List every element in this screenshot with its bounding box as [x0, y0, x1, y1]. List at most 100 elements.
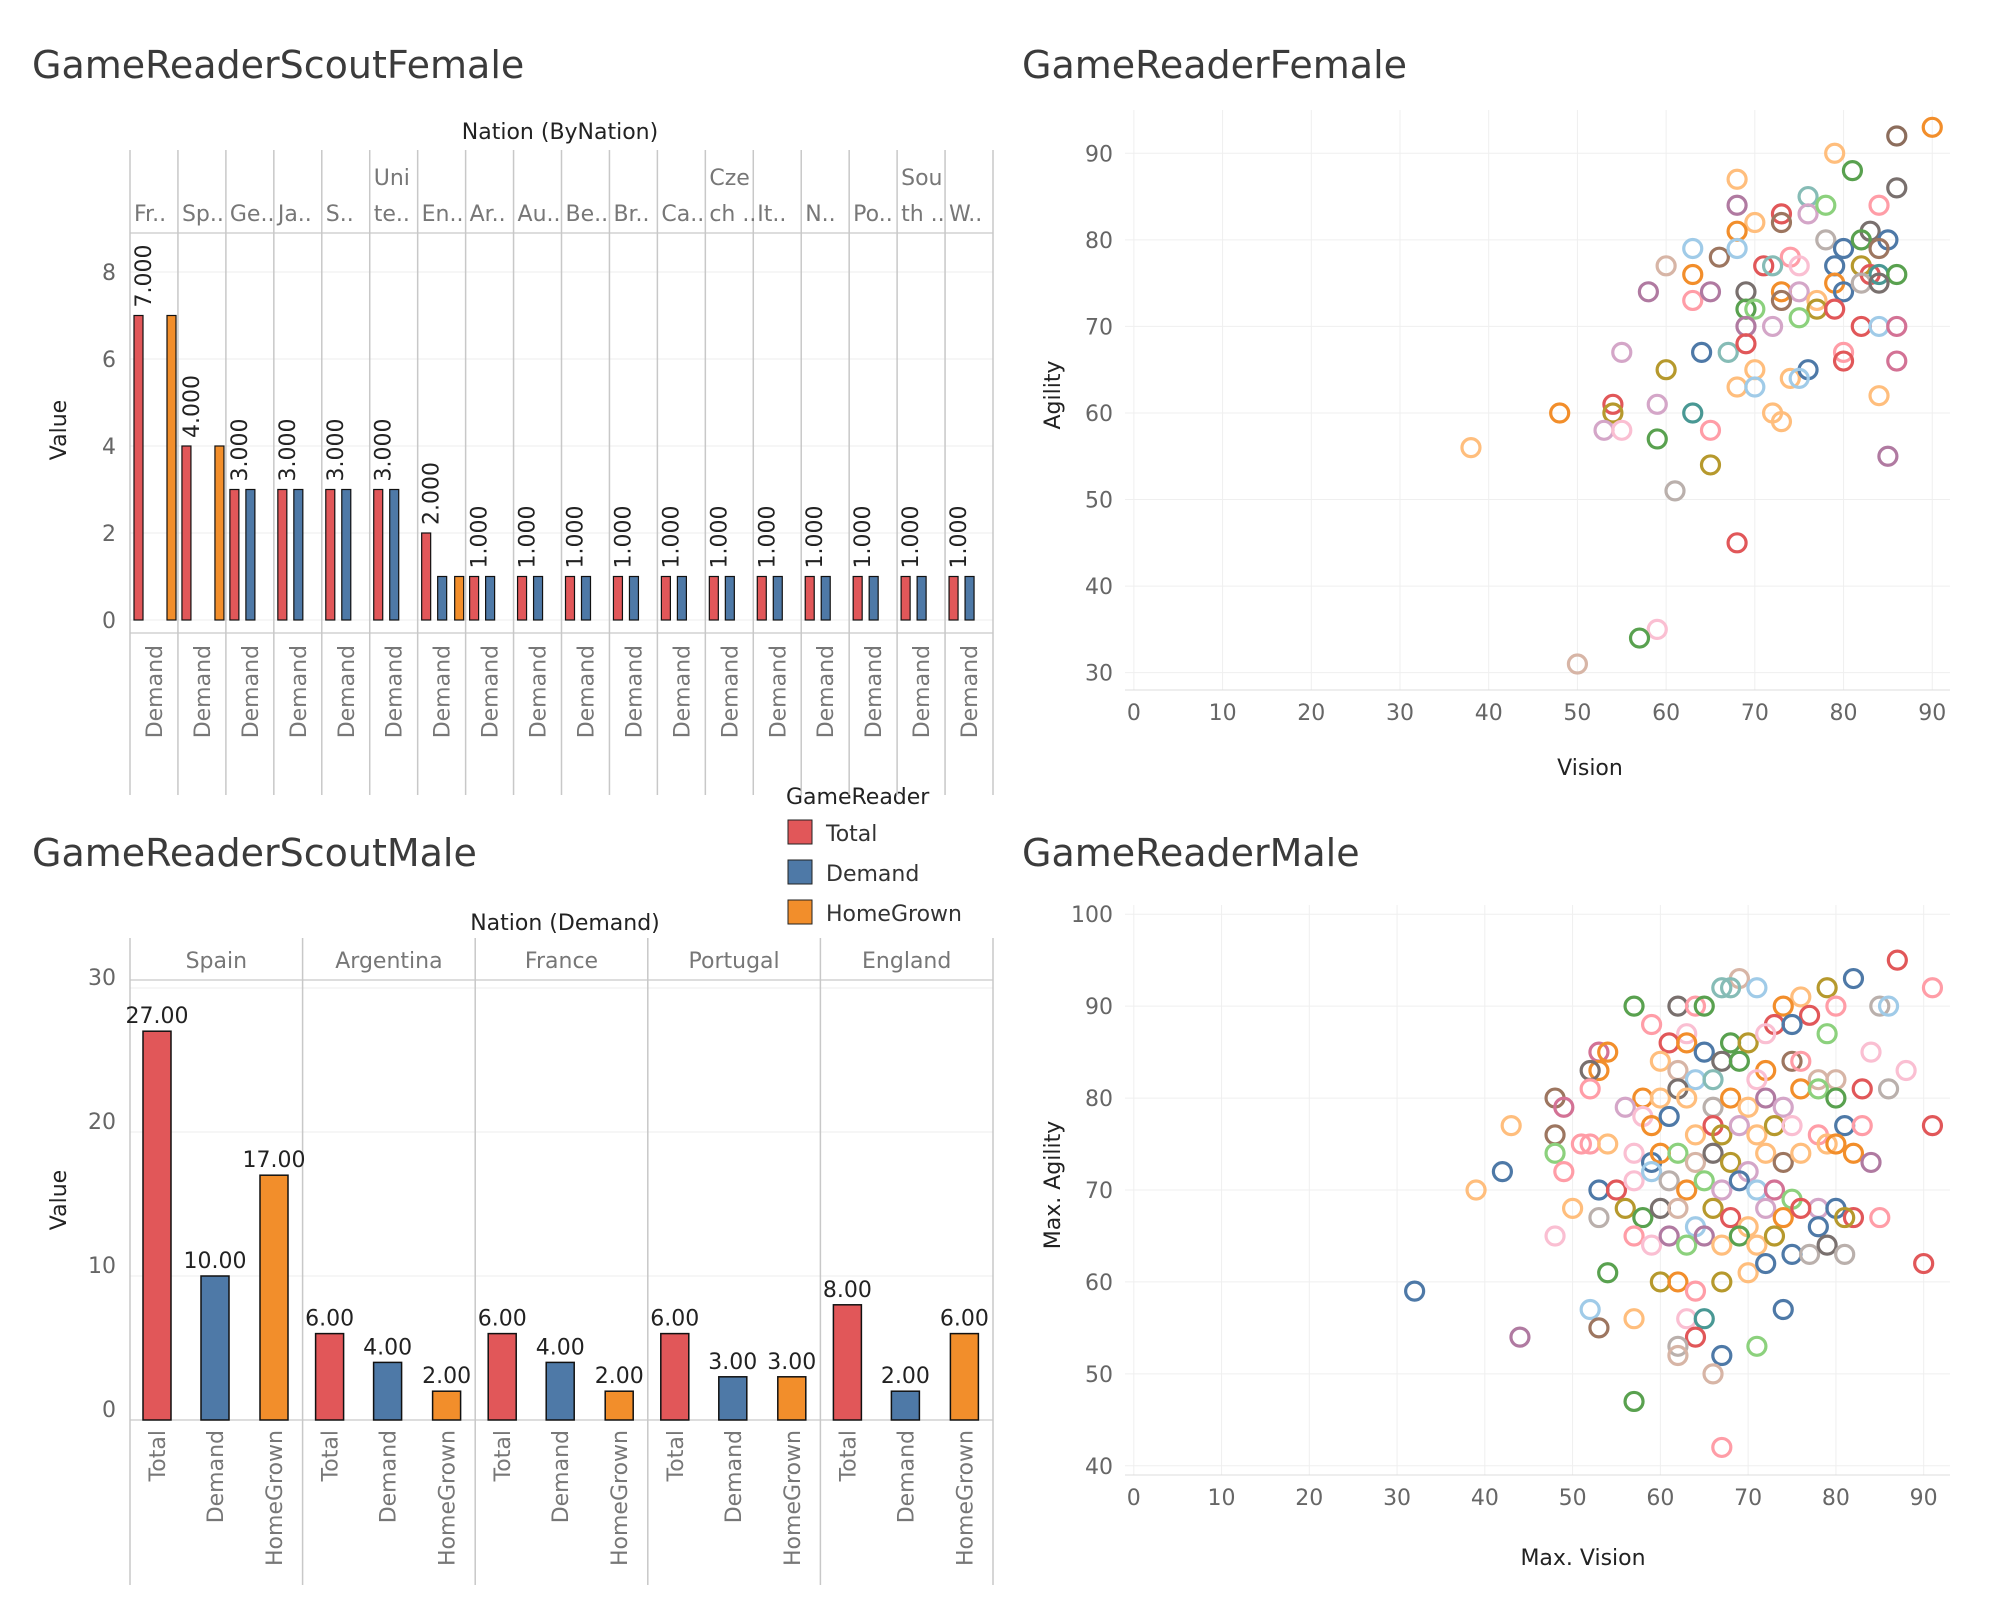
male-scatter-point	[1588, 1317, 1610, 1339]
scout-male-x-category-label: Demand	[549, 1430, 574, 1523]
male-scatter-point	[1755, 1023, 1777, 1045]
scout-female-bar-total	[373, 488, 384, 621]
scout-female-bar-total	[564, 575, 576, 621]
female-scatter-point	[1691, 341, 1713, 363]
scout-female-nation-label: Uni	[374, 166, 410, 191]
male-scatter-point	[1825, 1087, 1847, 1109]
scout-female-nation-label: Ja..	[276, 202, 312, 227]
male-scatter-point	[1649, 1050, 1671, 1072]
scout-female-bar-demand	[437, 575, 448, 621]
male-scatter-point	[1684, 1124, 1707, 1146]
scout-female-data-label: 1.000	[611, 506, 636, 569]
scout-female-header: Nation (ByNation)	[462, 120, 658, 145]
male-scatter-point	[1711, 1124, 1733, 1146]
male-scatter-point	[1763, 1225, 1786, 1247]
scout-male-bar-total	[142, 1030, 172, 1421]
female-scatter-point	[1664, 480, 1686, 502]
male-scatter-x-tick: 30	[1383, 1486, 1411, 1511]
male-scatter-point	[1834, 1243, 1856, 1265]
male-scatter-point	[1772, 1096, 1794, 1118]
scout-female-x-category-label: Demand	[910, 645, 935, 738]
scout-male-x-category-label: HomeGrown	[436, 1430, 461, 1566]
male-scatter-point	[1702, 1197, 1724, 1219]
male-scatter-point	[1711, 1234, 1733, 1256]
male-scatter-point	[1798, 1004, 1821, 1026]
scout-female-bar-total	[804, 575, 815, 621]
male-scatter-point	[1667, 1059, 1689, 1082]
scout-female-bar-demand	[532, 575, 544, 621]
male-scatter-point	[1842, 967, 1865, 990]
female-scatter-point	[1788, 307, 1810, 329]
male-scatter-point	[1719, 1087, 1742, 1109]
scout-male-data-label: 10.00	[184, 1249, 247, 1274]
female-scatter-y-axis-label: Agility	[1041, 361, 1066, 430]
male-scatter-point	[1825, 1133, 1847, 1155]
scout-female-x-category-label: Demand	[862, 645, 887, 738]
scout-female-bar-demand	[724, 575, 735, 621]
male-scatter-point	[1404, 1280, 1426, 1302]
male-scatter-point	[1851, 1115, 1873, 1137]
scout-male-x-category-label: HomeGrown	[608, 1430, 633, 1566]
male-scatter-chart: 0 10 20 30 40 50 60 70 80 90 40 50 60 70 80 90 100	[1071, 903, 1950, 1511]
male-scatter-point	[1597, 1262, 1619, 1284]
female-scatter-y-tick: 60	[1085, 402, 1113, 427]
scout-male-bar-demand	[545, 1361, 575, 1421]
male-scatter-point	[1693, 1308, 1715, 1330]
female-scatter-point	[1611, 419, 1633, 441]
male-scatter-point	[1684, 995, 1707, 1017]
male-scatter-point	[1544, 1142, 1566, 1164]
male-scatter-point	[1667, 1344, 1689, 1367]
female-scatter-point	[1628, 627, 1651, 649]
male-scatter-point	[1614, 1096, 1636, 1118]
scout-female-nation-label: Be..	[566, 202, 609, 227]
male-scatter-point	[1869, 1206, 1891, 1229]
female-scatter-point	[1815, 229, 1837, 251]
scout-female-data-label: 1.000	[468, 506, 493, 569]
scout-female-x-category-label: Demand	[766, 645, 791, 738]
legend-swatch-total	[787, 819, 813, 845]
female-scatter-point	[1824, 255, 1846, 277]
male-scatter-point	[1728, 1115, 1750, 1137]
scout-female-data-label: 4.000	[180, 375, 205, 438]
female-scatter-point	[1832, 281, 1855, 303]
scout-male-bar-total	[487, 1332, 517, 1421]
male-scatter-point	[1491, 1161, 1513, 1183]
scout-male-y-tick: 20	[88, 1110, 116, 1135]
scout-female-nation-label: Sou	[901, 166, 942, 191]
female-scatter-point	[1637, 281, 1659, 303]
female-scatter-point	[1682, 402, 1704, 424]
scout-female-bar-demand	[772, 575, 783, 621]
male-scatter-point	[1702, 1069, 1724, 1091]
male-scatter-point	[1755, 1087, 1777, 1109]
male-scatter-point	[1895, 1059, 1917, 1082]
male-scatter-point	[1860, 1151, 1882, 1174]
female-scatter-y-tick: 80	[1085, 229, 1113, 254]
scout-female-bar-demand	[964, 575, 975, 621]
female-scatter-point	[1602, 402, 1624, 424]
male-scatter-point	[1640, 1115, 1663, 1137]
male-scatter-point	[1544, 1225, 1566, 1247]
male-scatter-point	[1711, 977, 1733, 999]
female-scatter-y-tick: 90	[1085, 142, 1113, 167]
scout-female-y-tick: 8	[102, 261, 116, 286]
male-scatter-x-tick: 10	[1208, 1486, 1236, 1511]
scout-female-data-label: 1.000	[899, 506, 924, 569]
male-scatter-point	[1623, 1308, 1645, 1330]
female-scatter-chart: 0 10 20 30 40 50 60 70 80 90 30 40 50 60 70 80 90	[1085, 110, 1950, 726]
female-scatter-x-tick: 80	[1830, 701, 1858, 726]
male-scatter-y-tick: 100	[1071, 903, 1113, 928]
scout-female-data-label: 1.000	[851, 506, 876, 569]
female-scatter-point	[1850, 229, 1872, 251]
scout-male-header: Nation (Demand)	[470, 911, 660, 936]
female-scatter-x-tick: 0	[1127, 701, 1141, 726]
legend[interactable]: GameReader Total Demand HomeGrown	[786, 785, 962, 927]
male-scatter-point	[1746, 1335, 1768, 1357]
female-scatter-x-tick: 10	[1209, 701, 1237, 726]
scout-male-y-tick: 30	[88, 966, 116, 991]
male-scatter-point	[1772, 1206, 1794, 1229]
scout-female-y-tick: 4	[102, 435, 116, 460]
male-scatter-point	[1562, 1197, 1584, 1219]
male-scatter-point	[1816, 1234, 1838, 1256]
male-scatter-point	[1842, 1206, 1865, 1229]
